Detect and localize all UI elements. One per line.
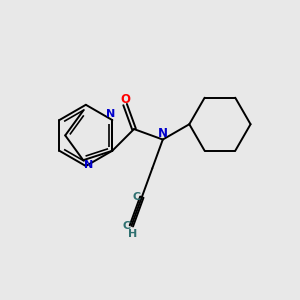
Text: C: C (133, 192, 141, 202)
Text: N: N (158, 127, 168, 140)
Text: C: C (123, 221, 131, 231)
Text: O: O (120, 93, 130, 106)
Text: H: H (128, 229, 137, 239)
Text: N: N (84, 160, 93, 170)
Text: N: N (106, 109, 116, 119)
